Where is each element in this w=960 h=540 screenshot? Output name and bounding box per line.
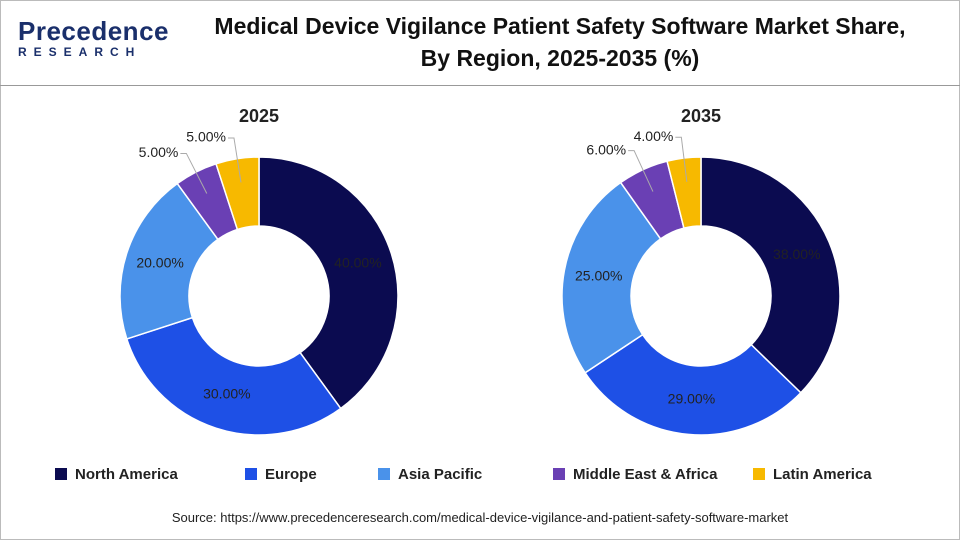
legend-swatch xyxy=(553,468,565,480)
slice xyxy=(215,156,260,231)
legend-swatch xyxy=(378,468,390,480)
value-label: 25.00% xyxy=(575,268,622,284)
legend-swatch xyxy=(245,468,257,480)
slice xyxy=(561,181,662,374)
logo-name: Precedence xyxy=(18,16,169,46)
slice xyxy=(584,333,802,436)
chart-title: Medical Device Vigilance Patient Safety … xyxy=(214,13,906,71)
leader-line xyxy=(628,150,654,192)
logo-tagline: RESEARCH xyxy=(18,45,142,59)
slice xyxy=(666,156,702,230)
leader-line xyxy=(675,136,688,182)
slice xyxy=(125,316,342,436)
slice xyxy=(119,182,219,340)
legend-swatch xyxy=(55,468,67,480)
value-label: 38.00% xyxy=(773,246,820,262)
value-label: 6.00% xyxy=(586,141,626,157)
pie-title: 2025 xyxy=(239,106,279,126)
value-label: 40.00% xyxy=(334,255,381,271)
value-label: 29.00% xyxy=(668,390,715,406)
value-label: 5.00% xyxy=(139,144,179,160)
legend-swatch xyxy=(753,468,765,480)
pie-title: 2035 xyxy=(681,106,721,126)
source: Source: https://www.precedenceresearch.c… xyxy=(171,510,789,525)
value-label: 20.00% xyxy=(136,255,183,271)
value-label: 5.00% xyxy=(186,129,226,145)
legend-label: Latin America xyxy=(773,466,872,483)
header-divider xyxy=(0,85,960,86)
legend-label: Asia Pacific xyxy=(398,466,482,483)
leader-line xyxy=(180,152,208,194)
slice xyxy=(258,156,399,410)
value-label: 4.00% xyxy=(634,128,674,144)
slice xyxy=(700,156,841,394)
legend-label: North America xyxy=(75,466,178,483)
legend-label: Europe xyxy=(265,466,317,483)
value-label: 30.00% xyxy=(203,386,250,402)
leader-line xyxy=(227,137,242,183)
legend-label: Middle East & Africa xyxy=(573,466,718,483)
logo: Precedence RESEARCH xyxy=(18,16,169,59)
